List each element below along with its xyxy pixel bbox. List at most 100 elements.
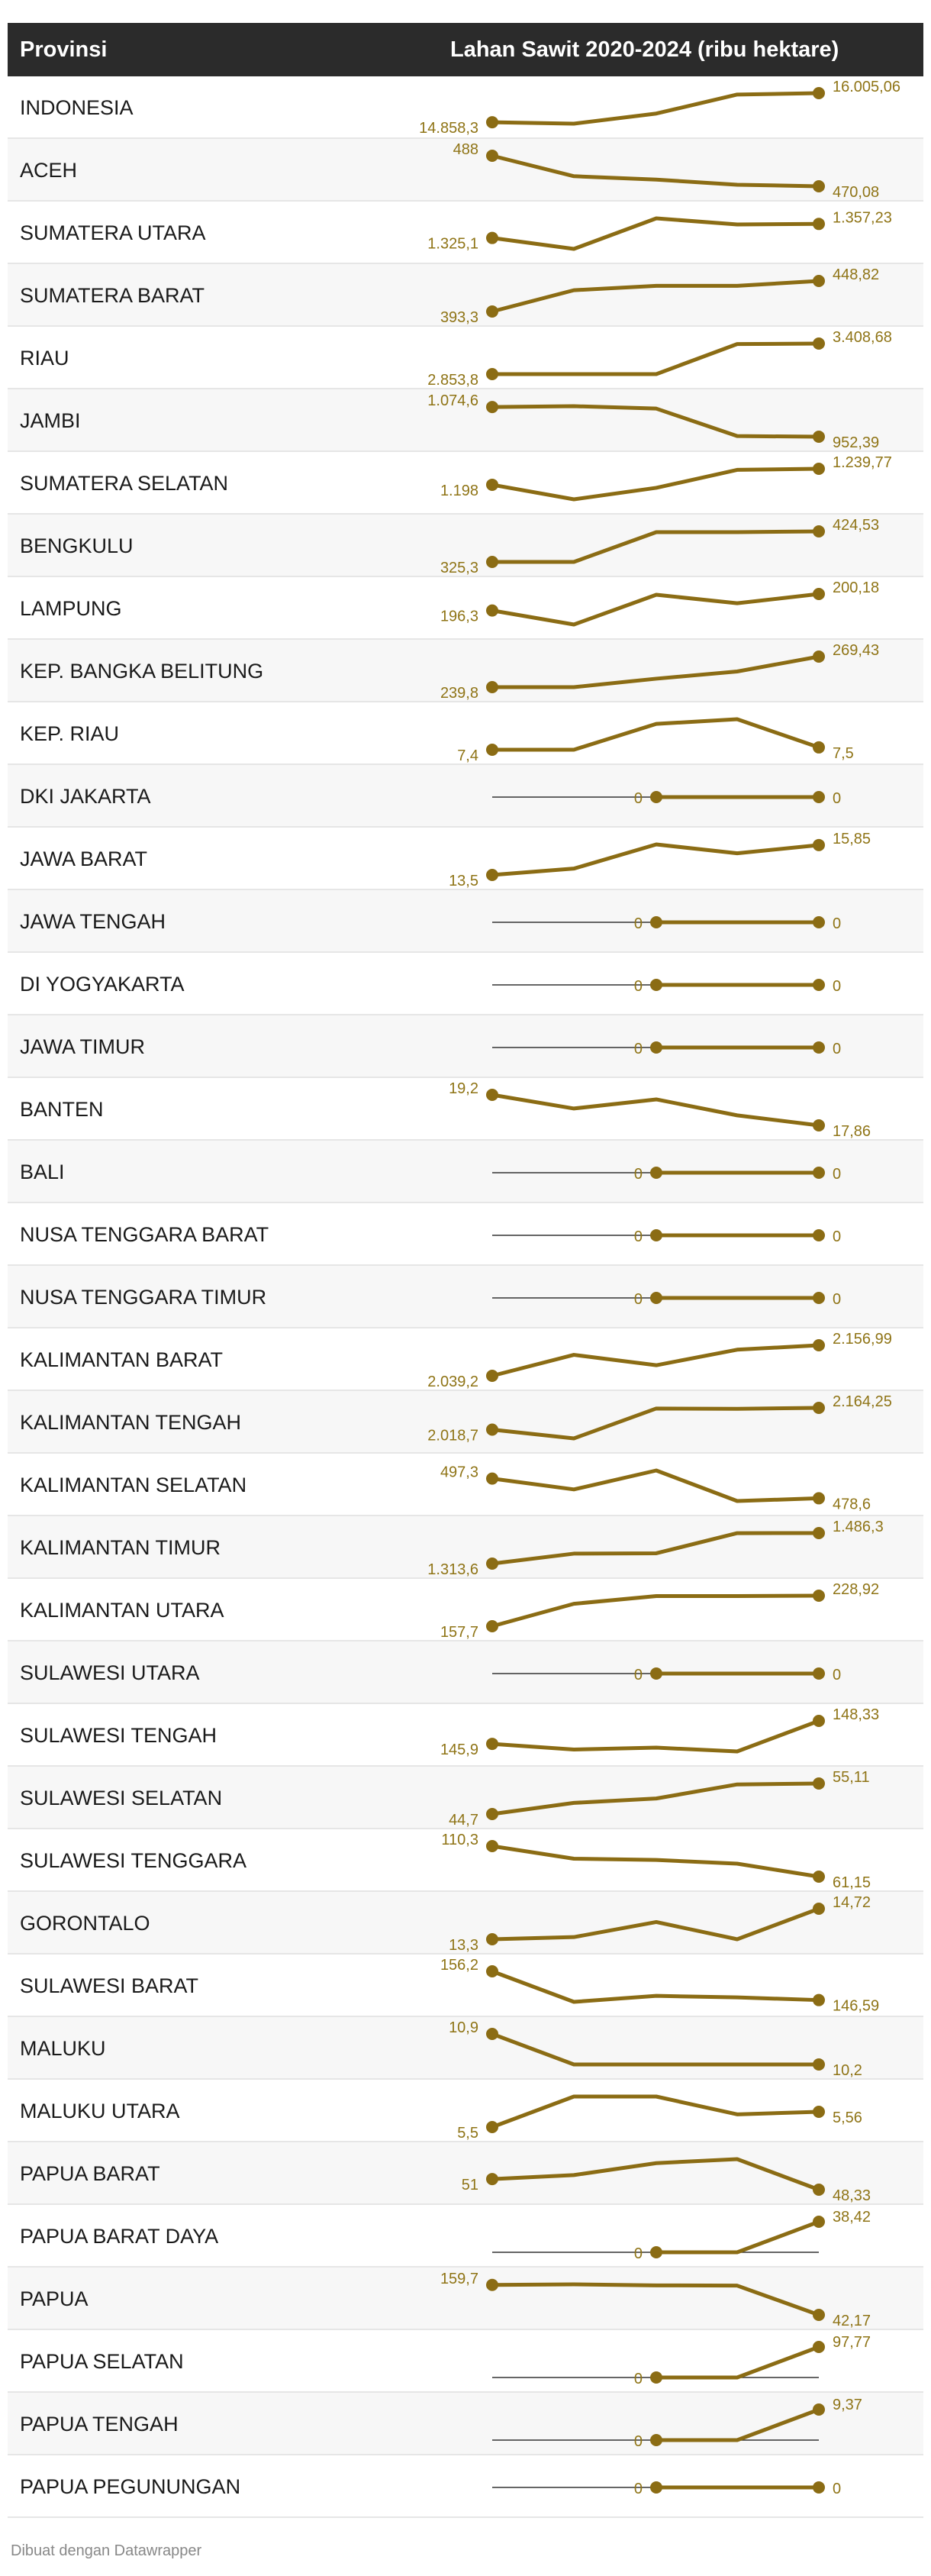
table-body: INDONESIA 14.858,3 16.005,06 ACEH 488 470,08 S… (8, 76, 923, 2518)
start-point (486, 150, 498, 162)
start-value-label: 1.313,6 (427, 1561, 478, 1578)
start-value-label: 157,7 (440, 1624, 478, 1641)
end-value-label: 0 (833, 1166, 841, 1183)
start-point (650, 2371, 662, 2384)
end-value-label: 0 (833, 1228, 841, 1245)
province-name: BENGKULU (20, 534, 134, 557)
province-name: SUMATERA BARAT (20, 284, 205, 307)
end-value-label: 0 (833, 2481, 841, 2497)
end-value-label: 1.239,77 (833, 454, 892, 471)
end-point (813, 791, 825, 803)
end-value-label: 0 (833, 1041, 841, 1057)
start-point (486, 1472, 498, 1485)
end-value-label: 0 (833, 978, 841, 995)
start-value-label: 0 (634, 2371, 643, 2387)
sparkline: 110,3 61,15 (441, 1832, 871, 1891)
province-name: SULAWESI BARAT (20, 1974, 199, 1997)
series-line (490, 842, 821, 877)
province-name: JAWA BARAT (20, 847, 148, 870)
table-row: KALIMANTAN BARAT 2.039,2 2.156,99 (8, 1328, 923, 1391)
start-point (650, 979, 662, 991)
province-name: KALIMANTAN BARAT (20, 1348, 224, 1371)
start-point (650, 2246, 662, 2258)
table-row: KALIMANTAN TIMUR 1.313,6 1.486,3 (8, 1516, 923, 1579)
start-point (650, 1229, 662, 1241)
start-point (486, 1738, 498, 1751)
sparkline: 2.039,2 2.156,99 (427, 1331, 892, 1390)
table-row: SULAWESI TENGAH 145,9 148,33 (8, 1704, 923, 1767)
end-value-label: 470,08 (833, 184, 879, 201)
sparkline: 156,2 146,59 (440, 1957, 879, 2015)
end-value-label: 61,15 (833, 1874, 871, 1891)
table-row: JAWA TIMUR 0 0 (8, 1015, 923, 1078)
end-point (813, 2341, 825, 2353)
end-value-label: 10,2 (833, 2062, 862, 2079)
data-table: Provinsi Lahan Sawit 2020-2024 (ribu hek… (8, 23, 923, 2518)
table-row: SUMATERA BARAT 393,3 448,82 (8, 264, 923, 327)
start-value-label: 5,5 (457, 2125, 478, 2142)
start-value-label: 7,4 (457, 747, 478, 764)
table-row: BENGKULU 325,3 424,53 (8, 515, 923, 577)
sparkline: 09,37 (492, 2397, 862, 2450)
series-line (490, 1531, 821, 1566)
province-name: INDONESIA (20, 96, 134, 119)
end-point (813, 838, 825, 851)
province-name: KALIMANTAN SELATAN (20, 1474, 247, 1496)
end-point (813, 2216, 825, 2228)
series-line (490, 2157, 821, 2192)
sparkline: 1.325,1 1.357,23 (427, 209, 892, 252)
end-point (813, 1339, 825, 1351)
start-point (486, 2278, 498, 2291)
start-point (486, 401, 498, 414)
start-point (486, 1370, 498, 1382)
province-name: NUSA TENGGARA TIMUR (20, 1286, 267, 1309)
table-row: ACEH 488 470,08 (8, 139, 923, 202)
start-value-label: 13,3 (449, 1937, 478, 1954)
start-point (486, 231, 498, 244)
start-point (650, 2434, 662, 2446)
start-point (486, 1620, 498, 1632)
start-point (486, 1089, 498, 1101)
province-name: JAMBI (20, 409, 81, 432)
province-name: DI YOGYAKARTA (20, 973, 185, 996)
sparkline: 2.018,7 2.164,25 (427, 1393, 892, 1445)
series-line (490, 1781, 821, 1816)
series-line (490, 1719, 821, 1754)
end-point (813, 1993, 825, 2006)
province-name: ACEH (20, 159, 78, 182)
start-point (486, 1558, 498, 1570)
start-value-label: 145,9 (440, 1742, 478, 1758)
start-value-label: 0 (634, 790, 643, 807)
table-row: PAPUA BARAT 51 48,33 (8, 2142, 923, 2205)
start-point (486, 2028, 498, 2040)
end-point (813, 431, 825, 443)
end-value-label: 952,39 (833, 434, 879, 451)
province-name: KALIMANTAN TENGAH (20, 1411, 242, 1434)
province-name: PAPUA SELATAN (20, 2350, 184, 2373)
series-line (490, 216, 821, 251)
table-row: JAWA BARAT 13,5 15,85 (8, 828, 923, 890)
end-point (813, 1229, 825, 1241)
series-line (490, 279, 821, 314)
end-point (813, 741, 825, 754)
start-value-label: 1.198 (440, 483, 478, 499)
table-row: MALUKU UTARA 5,5 5,56 (8, 2080, 923, 2142)
table-row: DKI JAKARTA 0 0 (8, 765, 923, 828)
header-province: Provinsi (20, 37, 108, 62)
end-value-label: 0 (833, 915, 841, 932)
province-name: DKI JAKARTA (20, 785, 151, 808)
province-name: MALUKU (20, 2037, 106, 2060)
table-row: BANTEN 19,2 17,86 (8, 1078, 923, 1141)
series-line (490, 404, 821, 439)
end-point (813, 1292, 825, 1304)
sparkline: 1.313,6 1.486,3 (427, 1519, 883, 1578)
start-point (486, 1423, 498, 1436)
start-value-label: 2.039,2 (427, 1374, 478, 1390)
end-point (813, 1119, 825, 1131)
end-point (813, 87, 825, 99)
province-name: PAPUA TENGAH (20, 2413, 179, 2436)
end-point (813, 1527, 825, 1539)
